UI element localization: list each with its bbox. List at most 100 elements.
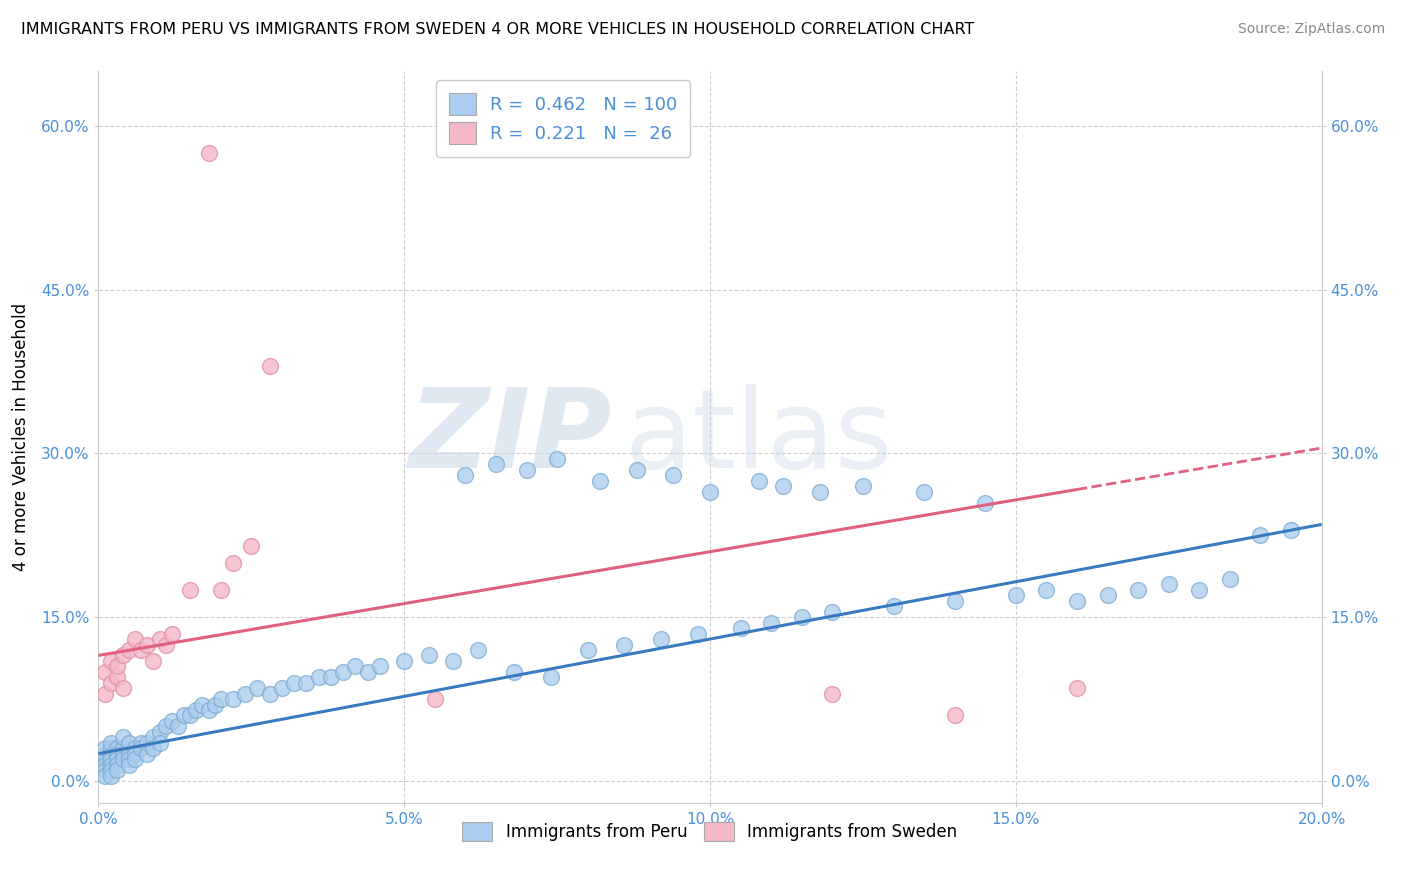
Point (136, 736, 159, 750)
Point (100, 752, 122, 766)
Text: Source: ZipAtlas.com: Source: ZipAtlas.com (1237, 22, 1385, 37)
Point (155, 719, 177, 733)
Point (124, 632, 146, 646)
Point (155, 638, 177, 652)
Point (943, 594, 966, 608)
Point (1279, 523, 1302, 537)
Point (772, 479, 794, 493)
Point (129, 736, 152, 750)
Point (149, 632, 172, 646)
Point (503, 665, 526, 679)
Point (111, 741, 134, 756)
Point (179, 708, 201, 723)
Point (699, 484, 721, 499)
Point (129, 741, 152, 756)
Text: IMMIGRANTS FROM PERU VS IMMIGRANTS FROM SWEDEN 4 OR MORE VEHICLES IN HOUSEHOLD C: IMMIGRANTS FROM PERU VS IMMIGRANTS FROM … (21, 22, 974, 37)
Point (124, 752, 146, 766)
Point (100, 768, 122, 782)
Point (1066, 681, 1088, 695)
Point (1004, 588, 1026, 602)
Point (516, 463, 538, 477)
Point (821, 605, 844, 619)
Point (748, 474, 770, 488)
Point (1249, 528, 1271, 542)
Point (686, 626, 709, 640)
Point (283, 675, 305, 690)
Point (344, 659, 367, 673)
Point (191, 698, 214, 712)
Point (259, 687, 281, 701)
Point (129, 643, 152, 657)
Point (626, 463, 648, 477)
Point (821, 687, 844, 701)
Point (912, 484, 935, 499)
Point (100, 757, 122, 772)
Point (118, 736, 141, 750)
Point (118, 752, 141, 766)
Point (1066, 594, 1088, 608)
Point (368, 659, 391, 673)
Point (100, 763, 122, 777)
Point (100, 736, 122, 750)
Point (790, 610, 813, 624)
Point (356, 665, 378, 679)
Point (105, 741, 128, 756)
Point (93, 687, 115, 701)
Point (613, 638, 636, 652)
Point (105, 659, 128, 673)
Point (295, 675, 318, 690)
Point (485, 458, 508, 472)
Point (1157, 577, 1180, 591)
Point (204, 698, 226, 712)
Point (197, 146, 219, 161)
Point (730, 621, 752, 635)
Point (136, 638, 159, 652)
Point (1219, 572, 1241, 586)
Point (576, 643, 599, 657)
Point (93, 741, 115, 756)
Point (308, 670, 330, 684)
Point (111, 747, 134, 761)
Point (118, 643, 141, 657)
Point (111, 731, 134, 745)
Point (142, 741, 165, 756)
Point (111, 752, 134, 766)
Point (589, 474, 612, 488)
Point (454, 468, 477, 483)
Point (259, 359, 281, 373)
Point (883, 599, 905, 614)
Point (111, 681, 134, 695)
Point (423, 692, 446, 706)
Point (1128, 582, 1150, 597)
Point (209, 692, 232, 706)
Point (100, 741, 122, 756)
Point (222, 556, 245, 570)
Point (546, 451, 568, 466)
Point (142, 654, 165, 668)
Point (93, 747, 115, 761)
Point (418, 648, 440, 663)
Point (173, 708, 195, 723)
Point (852, 479, 875, 493)
Point (142, 731, 165, 745)
Point (149, 736, 172, 750)
Point (222, 692, 245, 706)
Point (662, 468, 685, 483)
Point (167, 719, 190, 733)
Point (118, 757, 141, 772)
Point (105, 757, 128, 772)
Point (197, 703, 219, 717)
Point (100, 747, 122, 761)
Point (233, 687, 256, 701)
Point (246, 681, 269, 695)
Point (100, 654, 122, 668)
Point (392, 654, 416, 668)
Point (808, 484, 831, 499)
Point (136, 747, 159, 761)
Point (759, 615, 782, 630)
Point (943, 708, 966, 723)
Point (111, 648, 134, 663)
Point (105, 747, 128, 761)
Point (1035, 582, 1057, 597)
Point (124, 741, 146, 756)
